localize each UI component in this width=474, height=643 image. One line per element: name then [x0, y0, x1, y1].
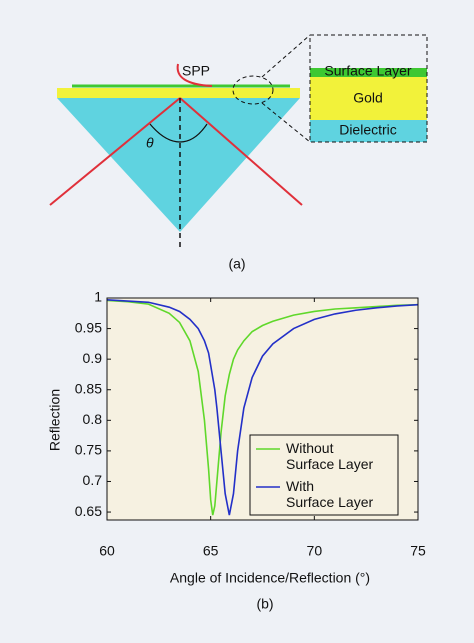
x-tick-label: 60	[99, 543, 115, 559]
y-tick-label: 0.65	[75, 503, 102, 519]
panel-label: (a)	[228, 256, 245, 272]
series-line	[106, 299, 419, 516]
reflected-ray	[179, 97, 303, 206]
zoom-line	[261, 34, 311, 78]
legend-label: With Surface Layer	[286, 478, 373, 510]
y-tick-label: 0.85	[75, 380, 102, 396]
series-line	[106, 299, 419, 516]
prism	[57, 98, 300, 232]
zoom-line	[261, 102, 311, 143]
plot-frame	[106, 297, 419, 521]
incident-ray	[49, 97, 181, 206]
spp-wave	[176, 63, 213, 87]
y-tick-label: 0.8	[83, 411, 103, 427]
gold-label: Gold	[353, 90, 383, 106]
y-tick-label: 1	[94, 289, 102, 305]
y-tick-label: 0.95	[75, 319, 102, 335]
panel-label: (b)	[256, 596, 273, 612]
zoom-ellipse	[232, 75, 274, 105]
zoom-box	[309, 34, 428, 143]
y-tick-label: 0.75	[75, 442, 102, 458]
spp-label: SPP	[182, 63, 210, 79]
y-tick-label: 0.9	[83, 350, 103, 366]
y-axis-label: Reflection	[47, 389, 63, 451]
surface-layer-block	[310, 68, 427, 77]
dielectric-label: Dielectric	[339, 122, 397, 138]
gold-film	[57, 88, 300, 98]
gold-block	[310, 77, 427, 120]
x-axis-label: Angle of Incidence/Reflection (°)	[170, 570, 370, 586]
x-tick-label: 70	[307, 543, 323, 559]
legend-label: Without Surface Layer	[286, 440, 373, 472]
angle-arc	[149, 123, 208, 143]
y-tick-label: 0.7	[83, 472, 103, 488]
x-tick-label: 65	[203, 543, 219, 559]
dielectric-block	[310, 120, 427, 142]
x-tick-label: 75	[410, 543, 426, 559]
surface-layer-label: Surface Layer	[324, 63, 411, 79]
theta-label: θ	[146, 135, 154, 151]
